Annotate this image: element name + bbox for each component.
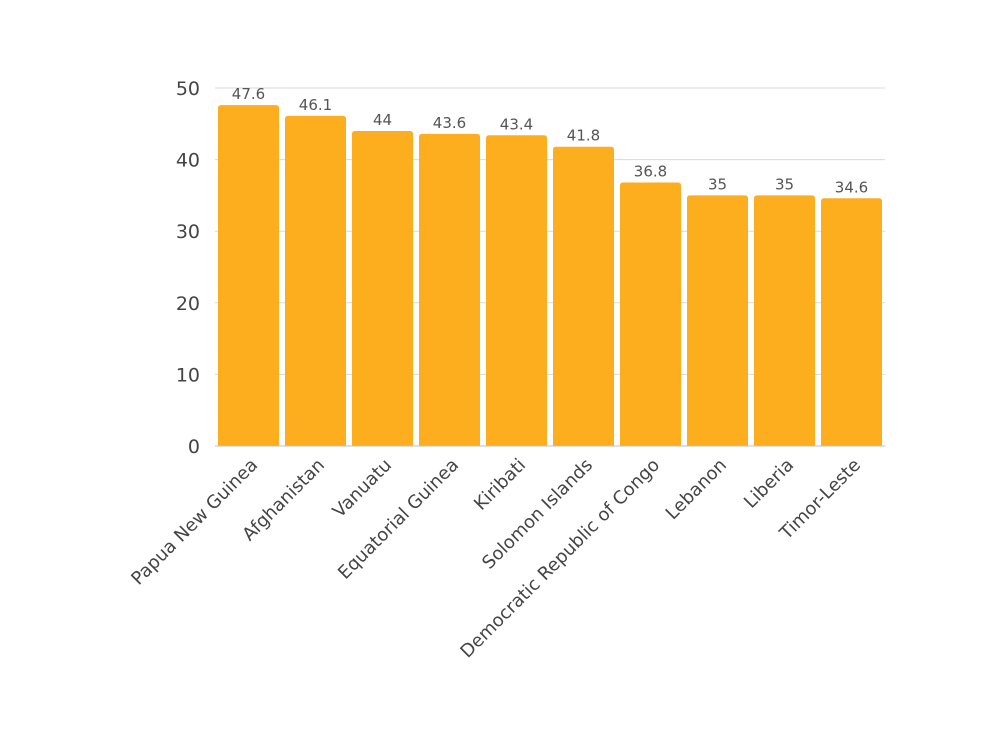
data-label: 47.6 (232, 85, 265, 103)
y-tick-label: 10 (176, 364, 200, 386)
bar (687, 195, 748, 446)
x-tick-label: Liberia (740, 455, 798, 513)
data-label: 43.4 (500, 115, 533, 133)
x-tick-label: Vanuatu (329, 455, 396, 522)
data-label: 34.6 (835, 178, 868, 196)
data-label: 35 (775, 175, 794, 193)
data-label: 46.1 (299, 96, 332, 114)
y-axis-ticks: 0 10 20 30 40 50 (176, 78, 200, 458)
x-tick-label: Kiribati (470, 455, 530, 515)
x-tick-label: Lebanon (662, 455, 731, 524)
bar (285, 115, 346, 446)
data-label: 43.6 (433, 114, 466, 132)
y-tick-label: 0 (188, 436, 200, 458)
data-labels: 47.6 46.1 44 43.6 43.4 41.8 36.8 35 35 34.6 (232, 85, 868, 196)
data-label: 35 (708, 175, 727, 193)
bar (419, 133, 480, 446)
bars (218, 105, 882, 447)
y-tick-label: 30 (176, 221, 200, 243)
x-tick-label: Equatorial Guinea (334, 455, 463, 584)
y-tick-label: 50 (176, 78, 200, 100)
bar (352, 130, 413, 446)
data-label: 41.8 (567, 127, 600, 145)
y-tick-label: 20 (176, 293, 200, 315)
data-label: 44 (373, 111, 392, 129)
bar (754, 195, 815, 446)
data-label: 36.8 (634, 163, 667, 181)
bar (821, 198, 882, 446)
bar (553, 146, 614, 446)
x-tick-label: Papua New Guinea (127, 455, 262, 590)
bar (218, 105, 279, 447)
y-tick-label: 40 (176, 150, 200, 172)
bar (620, 182, 681, 446)
bar (486, 135, 547, 447)
